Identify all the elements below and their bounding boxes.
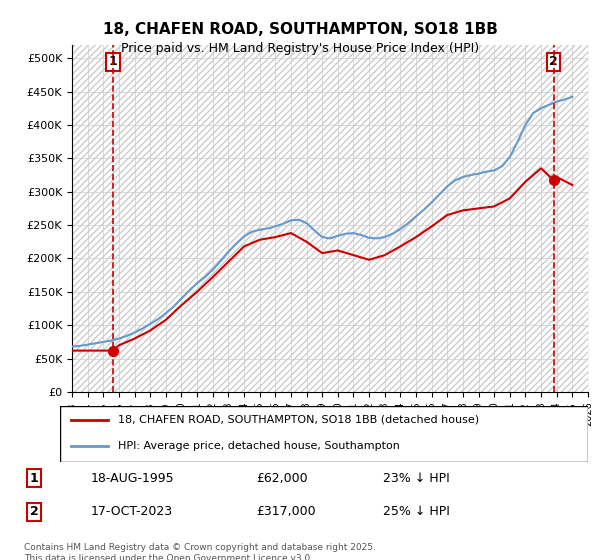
Text: 2: 2 — [549, 55, 558, 68]
Text: Price paid vs. HM Land Registry's House Price Index (HPI): Price paid vs. HM Land Registry's House … — [121, 42, 479, 55]
Text: 18, CHAFEN ROAD, SOUTHAMPTON, SO18 1BB (detached house): 18, CHAFEN ROAD, SOUTHAMPTON, SO18 1BB (… — [118, 415, 479, 425]
Text: 1: 1 — [29, 472, 38, 485]
Text: 18, CHAFEN ROAD, SOUTHAMPTON, SO18 1BB: 18, CHAFEN ROAD, SOUTHAMPTON, SO18 1BB — [103, 22, 497, 38]
Text: £62,000: £62,000 — [256, 472, 307, 485]
Text: HPI: Average price, detached house, Southampton: HPI: Average price, detached house, Sout… — [118, 441, 400, 451]
FancyBboxPatch shape — [60, 406, 588, 462]
Text: 2: 2 — [29, 505, 38, 519]
Text: 18-AUG-1995: 18-AUG-1995 — [90, 472, 174, 485]
Text: Contains HM Land Registry data © Crown copyright and database right 2025.
This d: Contains HM Land Registry data © Crown c… — [24, 543, 376, 560]
Text: 23% ↓ HPI: 23% ↓ HPI — [383, 472, 449, 485]
Text: 17-OCT-2023: 17-OCT-2023 — [90, 505, 172, 519]
Text: 25% ↓ HPI: 25% ↓ HPI — [383, 505, 449, 519]
Text: £317,000: £317,000 — [256, 505, 316, 519]
Text: 1: 1 — [108, 55, 117, 68]
